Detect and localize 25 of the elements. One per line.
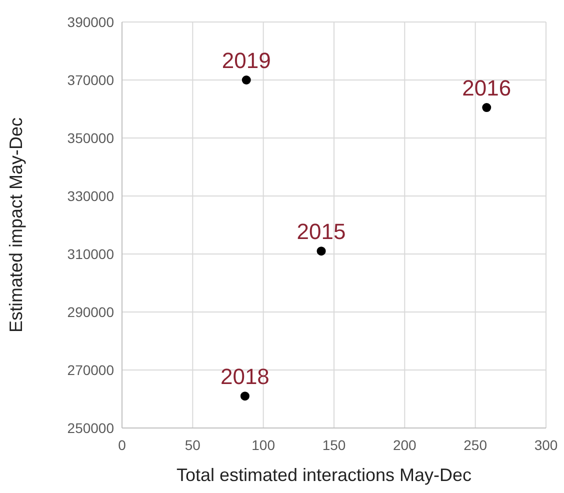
annotation: 2016 — [462, 76, 512, 101]
x-tick-label: 300 — [534, 437, 558, 453]
y-tick-label: 310000 — [67, 246, 114, 262]
x-tick-label: 150 — [322, 437, 346, 453]
point — [482, 103, 492, 112]
y-tick-label: 290000 — [67, 304, 114, 320]
y-tick-label: 390000 — [67, 14, 114, 30]
y-tick-label: 370000 — [67, 72, 114, 88]
annotation: 2018 — [220, 364, 270, 390]
x-axis-title: Total estimated interactions May-Dec — [176, 465, 472, 485]
y-tick-label: 350000 — [67, 130, 114, 146]
y-axis-title: Estimated impact May-Dec — [6, 117, 26, 333]
point — [242, 76, 251, 84]
x-tick-label: 50 — [184, 437, 201, 453]
x-tick-label: 200 — [392, 437, 417, 453]
x-tick-label: 250 — [464, 437, 488, 453]
y-tick-label: 250000 — [67, 420, 114, 436]
annotation: 2019 — [222, 48, 271, 73]
y-tick-label: 330000 — [67, 188, 114, 204]
x-tick-label: 0 — [118, 437, 126, 453]
point — [316, 246, 326, 256]
y-tick-label: 270000 — [67, 362, 114, 378]
annotation: 2015 — [296, 219, 346, 244]
point — [240, 392, 250, 401]
x-tick-label: 100 — [252, 437, 276, 453]
